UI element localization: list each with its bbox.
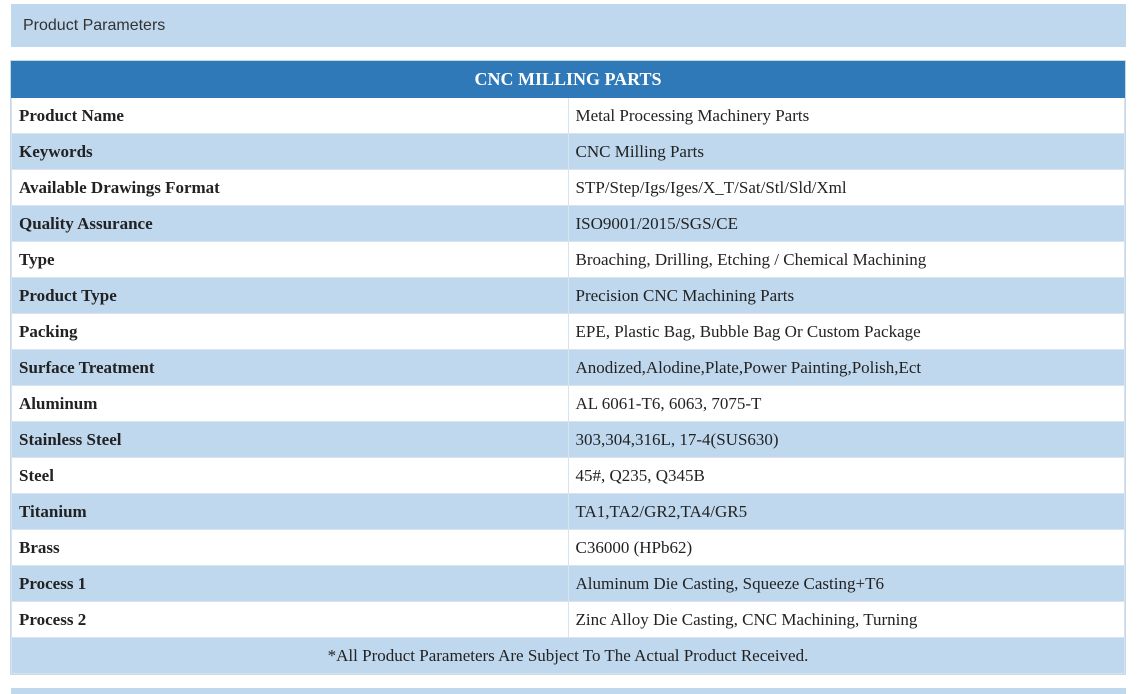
row-label: Available Drawings Format	[11, 169, 569, 206]
row-label: Steel	[11, 457, 569, 494]
table-row: Surface Treatment Anodized,Alodine,Plate…	[11, 349, 1125, 386]
table-row: Keywords CNC Milling Parts	[11, 133, 1125, 170]
table-row: Type Broaching, Drilling, Etching / Chem…	[11, 241, 1125, 278]
table-row: Titanium TA1,TA2/GR2,TA4/GR5	[11, 493, 1125, 530]
row-value: STP/Step/Igs/Iges/X_T/Sat/Stl/Sld/Xml	[567, 169, 1125, 206]
row-value: TA1,TA2/GR2,TA4/GR5	[567, 493, 1125, 530]
row-label: Packing	[11, 313, 569, 350]
row-label: Type	[11, 241, 569, 278]
table-row: Quality Assurance ISO9001/2015/SGS/CE	[11, 205, 1125, 242]
table-row: Product Name Metal Processing Machinery …	[11, 97, 1125, 134]
row-value: 45#, Q235, Q345B	[567, 457, 1125, 494]
row-label: Aluminum	[11, 385, 569, 422]
table-row: Steel 45#, Q235, Q345B	[11, 457, 1125, 494]
table-title-row: CNC MILLING PARTS	[11, 61, 1125, 98]
row-label: Brass	[11, 529, 569, 566]
table-row: Process 1 Aluminum Die Casting, Squeeze …	[11, 565, 1125, 602]
row-label: Stainless Steel	[11, 421, 569, 458]
row-value: 303,304,316L, 17-4(SUS630)	[567, 421, 1125, 458]
row-label: Product Name	[11, 97, 569, 134]
row-value: Zinc Alloy Die Casting, CNC Machining, T…	[567, 601, 1125, 638]
row-value: Metal Processing Machinery Parts	[567, 97, 1125, 134]
row-label: Keywords	[11, 133, 569, 170]
section-header: Product Parameters	[11, 4, 1126, 47]
row-value: C36000 (HPb62)	[567, 529, 1125, 566]
row-label: Surface Treatment	[11, 349, 569, 386]
parameters-table-container: CNC MILLING PARTS Product Name Metal Pro…	[10, 60, 1126, 675]
row-value: CNC Milling Parts	[567, 133, 1125, 170]
section-title: Product Parameters	[23, 16, 166, 34]
row-value: ISO9001/2015/SGS/CE	[567, 205, 1125, 242]
table-title: CNC MILLING PARTS	[11, 61, 1125, 98]
row-value: Anodized,Alodine,Plate,Power Painting,Po…	[567, 349, 1125, 386]
parameters-table: CNC MILLING PARTS Product Name Metal Pro…	[11, 61, 1125, 674]
table-footnote: *All Product Parameters Are Subject To T…	[11, 637, 1125, 674]
row-label: Titanium	[11, 493, 569, 530]
table-row: Aluminum AL 6061-T6, 6063, 7075-T	[11, 385, 1125, 422]
row-value: Aluminum Die Casting, Squeeze Casting+T6	[567, 565, 1125, 602]
table-footnote-row: *All Product Parameters Are Subject To T…	[11, 637, 1125, 674]
next-section-strip	[11, 688, 1126, 694]
row-value: EPE, Plastic Bag, Bubble Bag Or Custom P…	[567, 313, 1125, 350]
table-row: Product Type Precision CNC Machining Par…	[11, 277, 1125, 314]
table-row: Packing EPE, Plastic Bag, Bubble Bag Or …	[11, 313, 1125, 350]
table-row: Available Drawings Format STP/Step/Igs/I…	[11, 169, 1125, 206]
table-row: Process 2 Zinc Alloy Die Casting, CNC Ma…	[11, 601, 1125, 638]
row-value: Precision CNC Machining Parts	[567, 277, 1125, 314]
table-row: Stainless Steel 303,304,316L, 17-4(SUS63…	[11, 421, 1125, 458]
row-label: Product Type	[11, 277, 569, 314]
row-label: Process 1	[11, 565, 569, 602]
row-label: Quality Assurance	[11, 205, 569, 242]
row-label: Process 2	[11, 601, 569, 638]
table-row: Brass C36000 (HPb62)	[11, 529, 1125, 566]
row-value: AL 6061-T6, 6063, 7075-T	[567, 385, 1125, 422]
row-value: Broaching, Drilling, Etching / Chemical …	[567, 241, 1125, 278]
